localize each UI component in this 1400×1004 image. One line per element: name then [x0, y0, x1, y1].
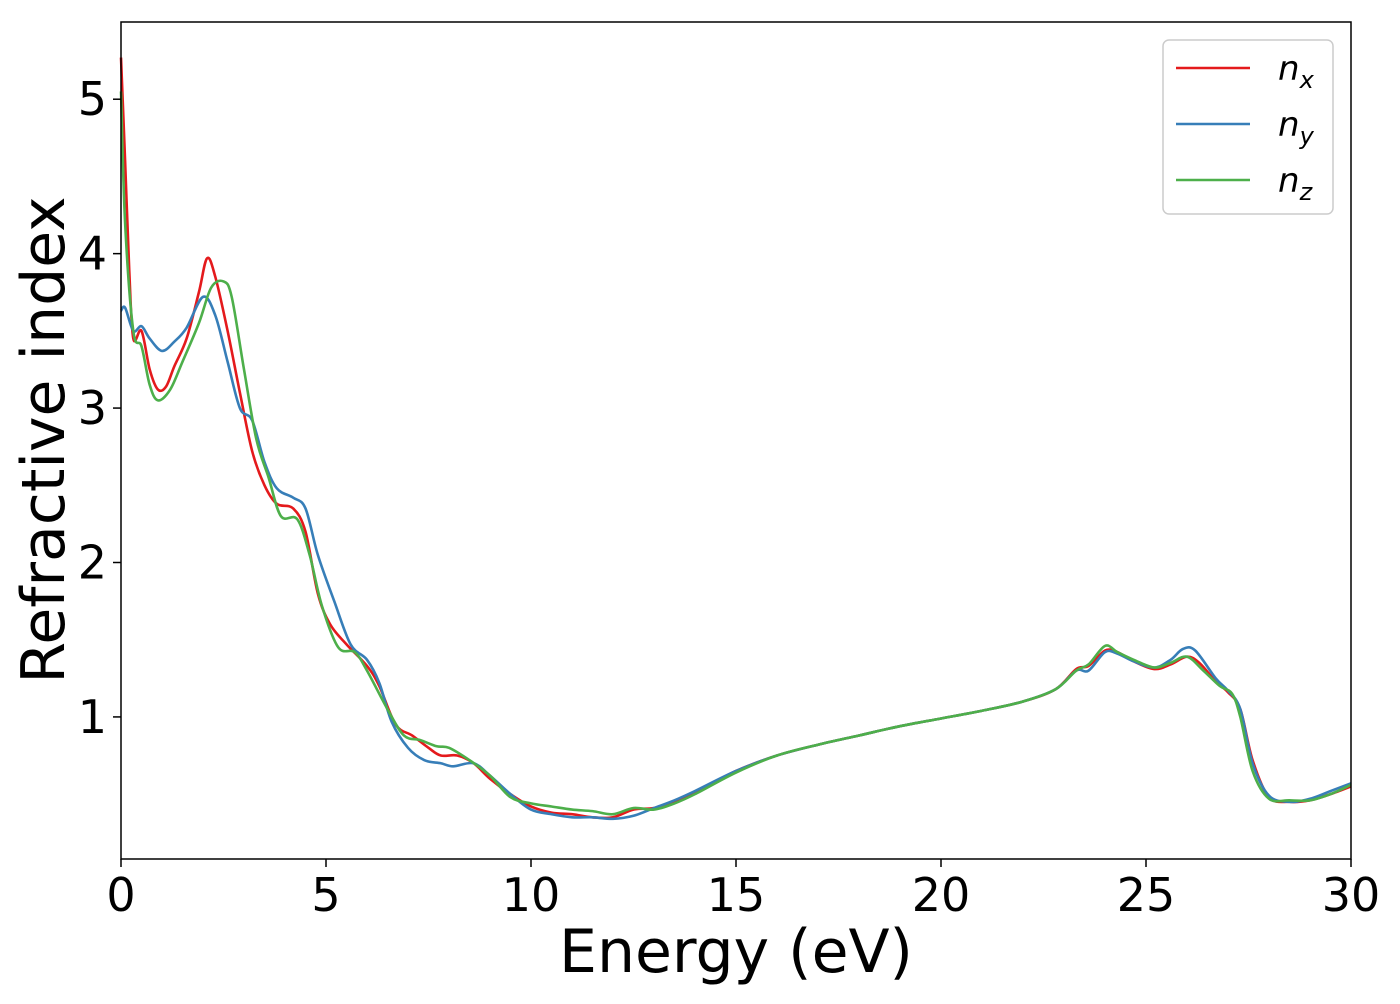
y-tick-label: 4 — [78, 227, 107, 281]
x-tick-label: 30 — [1322, 868, 1381, 922]
legend-box — [1162, 39, 1334, 215]
legend-label-n_z: nz — [1278, 161, 1314, 206]
y-axis-title: Refractive index — [9, 196, 79, 683]
legend-label-n_y: ny — [1278, 105, 1315, 150]
x-tick-label: 25 — [1117, 868, 1176, 922]
ticks-layer: 0 5 10 15 20 25 30 1 2 3 4 5 — [78, 72, 1381, 922]
x-tick-label: 15 — [707, 868, 766, 922]
legend-label-n_x: nx — [1278, 49, 1315, 94]
x-axis-title: Energy (eV) — [559, 917, 913, 987]
y-tick-label: 3 — [78, 381, 107, 435]
legend: nx ny nz — [1162, 39, 1334, 215]
series-line-n_x — [119, 57, 1352, 820]
x-tick-label: 20 — [912, 868, 971, 922]
y-tick-label: 2 — [78, 535, 107, 589]
x-tick-label: 5 — [311, 868, 340, 922]
x-tick-label: 0 — [106, 868, 135, 922]
y-tick-label: 1 — [78, 690, 107, 744]
series-layer — [119, 57, 1352, 821]
y-tick-label: 5 — [78, 72, 107, 126]
x-tick-label: 10 — [502, 868, 561, 922]
series-line-n_y — [119, 295, 1352, 821]
series-line-n_z — [119, 91, 1352, 816]
